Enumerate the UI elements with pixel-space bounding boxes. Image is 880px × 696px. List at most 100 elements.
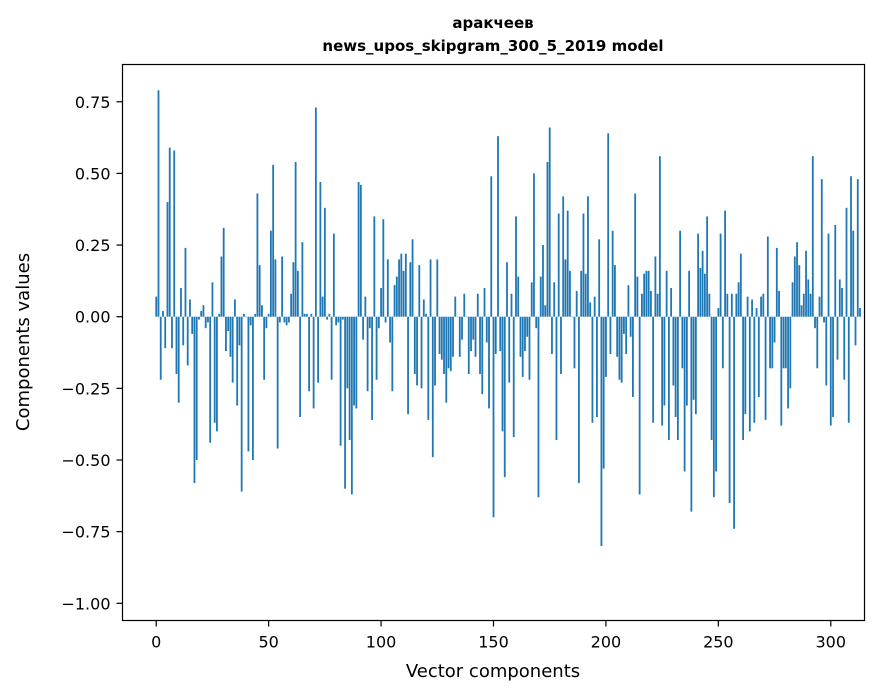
bar-236 [685, 316, 688, 406]
bar-237 [688, 270, 691, 317]
bar-299 [827, 233, 830, 317]
bar-290 [807, 279, 810, 317]
bar-106 [393, 285, 396, 317]
bar-7 [171, 316, 173, 349]
bar-170 [537, 316, 540, 498]
bar-210 [627, 285, 630, 317]
bar-72 [317, 316, 320, 383]
bar-109 [400, 253, 403, 317]
bar-296 [820, 179, 823, 317]
bar-11 [180, 288, 182, 317]
bar-163 [521, 316, 524, 377]
bar-258 [735, 293, 738, 317]
bar-280 [784, 316, 787, 369]
bar-289 [805, 250, 807, 317]
bar-82 [339, 316, 342, 446]
bar-34 [231, 316, 234, 383]
bar-50 [267, 313, 270, 317]
bar-101 [382, 219, 385, 317]
bar-36 [236, 316, 239, 406]
bar-76 [326, 316, 329, 320]
bar-281 [787, 316, 789, 409]
bar-116 [416, 316, 418, 386]
bar-124 [434, 316, 436, 386]
x-tick-label-100: 100 [366, 633, 397, 652]
bar-270 [762, 293, 765, 317]
bar-88 [353, 316, 355, 406]
bar-41 [247, 316, 250, 452]
bar-149 [490, 176, 493, 317]
bar-62 [294, 161, 297, 317]
bar-284 [793, 256, 796, 317]
bar-126 [438, 316, 441, 354]
bar-14 [186, 316, 189, 366]
bar-305 [841, 288, 843, 317]
bar-63 [296, 270, 299, 317]
bar-13 [184, 247, 187, 317]
bar-33 [229, 316, 232, 357]
bar-148 [488, 316, 490, 409]
bar-274 [771, 316, 774, 369]
bar-99 [377, 316, 380, 329]
bar-125 [436, 259, 439, 317]
bar-309 [850, 176, 852, 317]
bar-1 [157, 90, 160, 317]
bar-211 [629, 316, 632, 337]
bar-183 [566, 210, 569, 317]
bar-30 [222, 227, 225, 317]
bar-243 [701, 250, 704, 317]
bar-51 [270, 230, 272, 317]
bar-292 [811, 156, 814, 317]
bar-175 [548, 127, 551, 317]
bar-300 [829, 316, 832, 426]
bar-288 [802, 293, 805, 317]
bar-263 [746, 296, 749, 317]
bar-154 [501, 316, 504, 432]
bar-208 [623, 316, 625, 334]
bar-207 [620, 316, 623, 383]
bar-231 [674, 316, 677, 418]
bar-115 [413, 316, 416, 375]
bar-291 [809, 293, 812, 317]
bar-273 [769, 316, 771, 369]
bar-283 [791, 282, 794, 317]
bar-239 [692, 316, 695, 400]
bar-157 [508, 316, 511, 383]
bar-308 [847, 316, 850, 423]
bar-37 [238, 316, 241, 346]
y-tick-label-0: −1.00 [61, 594, 110, 613]
bar-137 [463, 293, 466, 317]
bar-77 [328, 313, 331, 317]
bar-132 [452, 316, 454, 357]
bar-276 [775, 247, 778, 317]
bar-80 [335, 316, 338, 326]
bar-178 [555, 316, 558, 440]
bar-64 [299, 316, 302, 418]
bar-241 [697, 233, 700, 317]
bar-56 [281, 256, 284, 317]
bar-142 [474, 316, 477, 357]
bar-302 [834, 224, 837, 317]
bar-172 [542, 245, 544, 317]
bar-265 [751, 299, 753, 317]
bar-2 [159, 316, 162, 380]
bar-139 [467, 316, 470, 375]
bar-169 [535, 316, 538, 329]
bar-251 [719, 233, 722, 317]
bar-209 [625, 316, 628, 354]
bar-279 [782, 316, 785, 369]
bar-111 [404, 253, 407, 317]
bar-140 [470, 316, 472, 352]
bar-167 [530, 282, 533, 317]
chart-title: аракчеев [452, 14, 533, 32]
bar-135 [458, 316, 461, 357]
bar-133 [454, 296, 457, 317]
bar-81 [337, 316, 340, 323]
bar-98 [375, 316, 378, 380]
bar-46 [258, 265, 261, 317]
bar-238 [690, 316, 693, 512]
bar-20 [200, 310, 203, 317]
bar-54 [276, 316, 279, 449]
bar-127 [440, 316, 443, 360]
bar-271 [764, 316, 767, 420]
